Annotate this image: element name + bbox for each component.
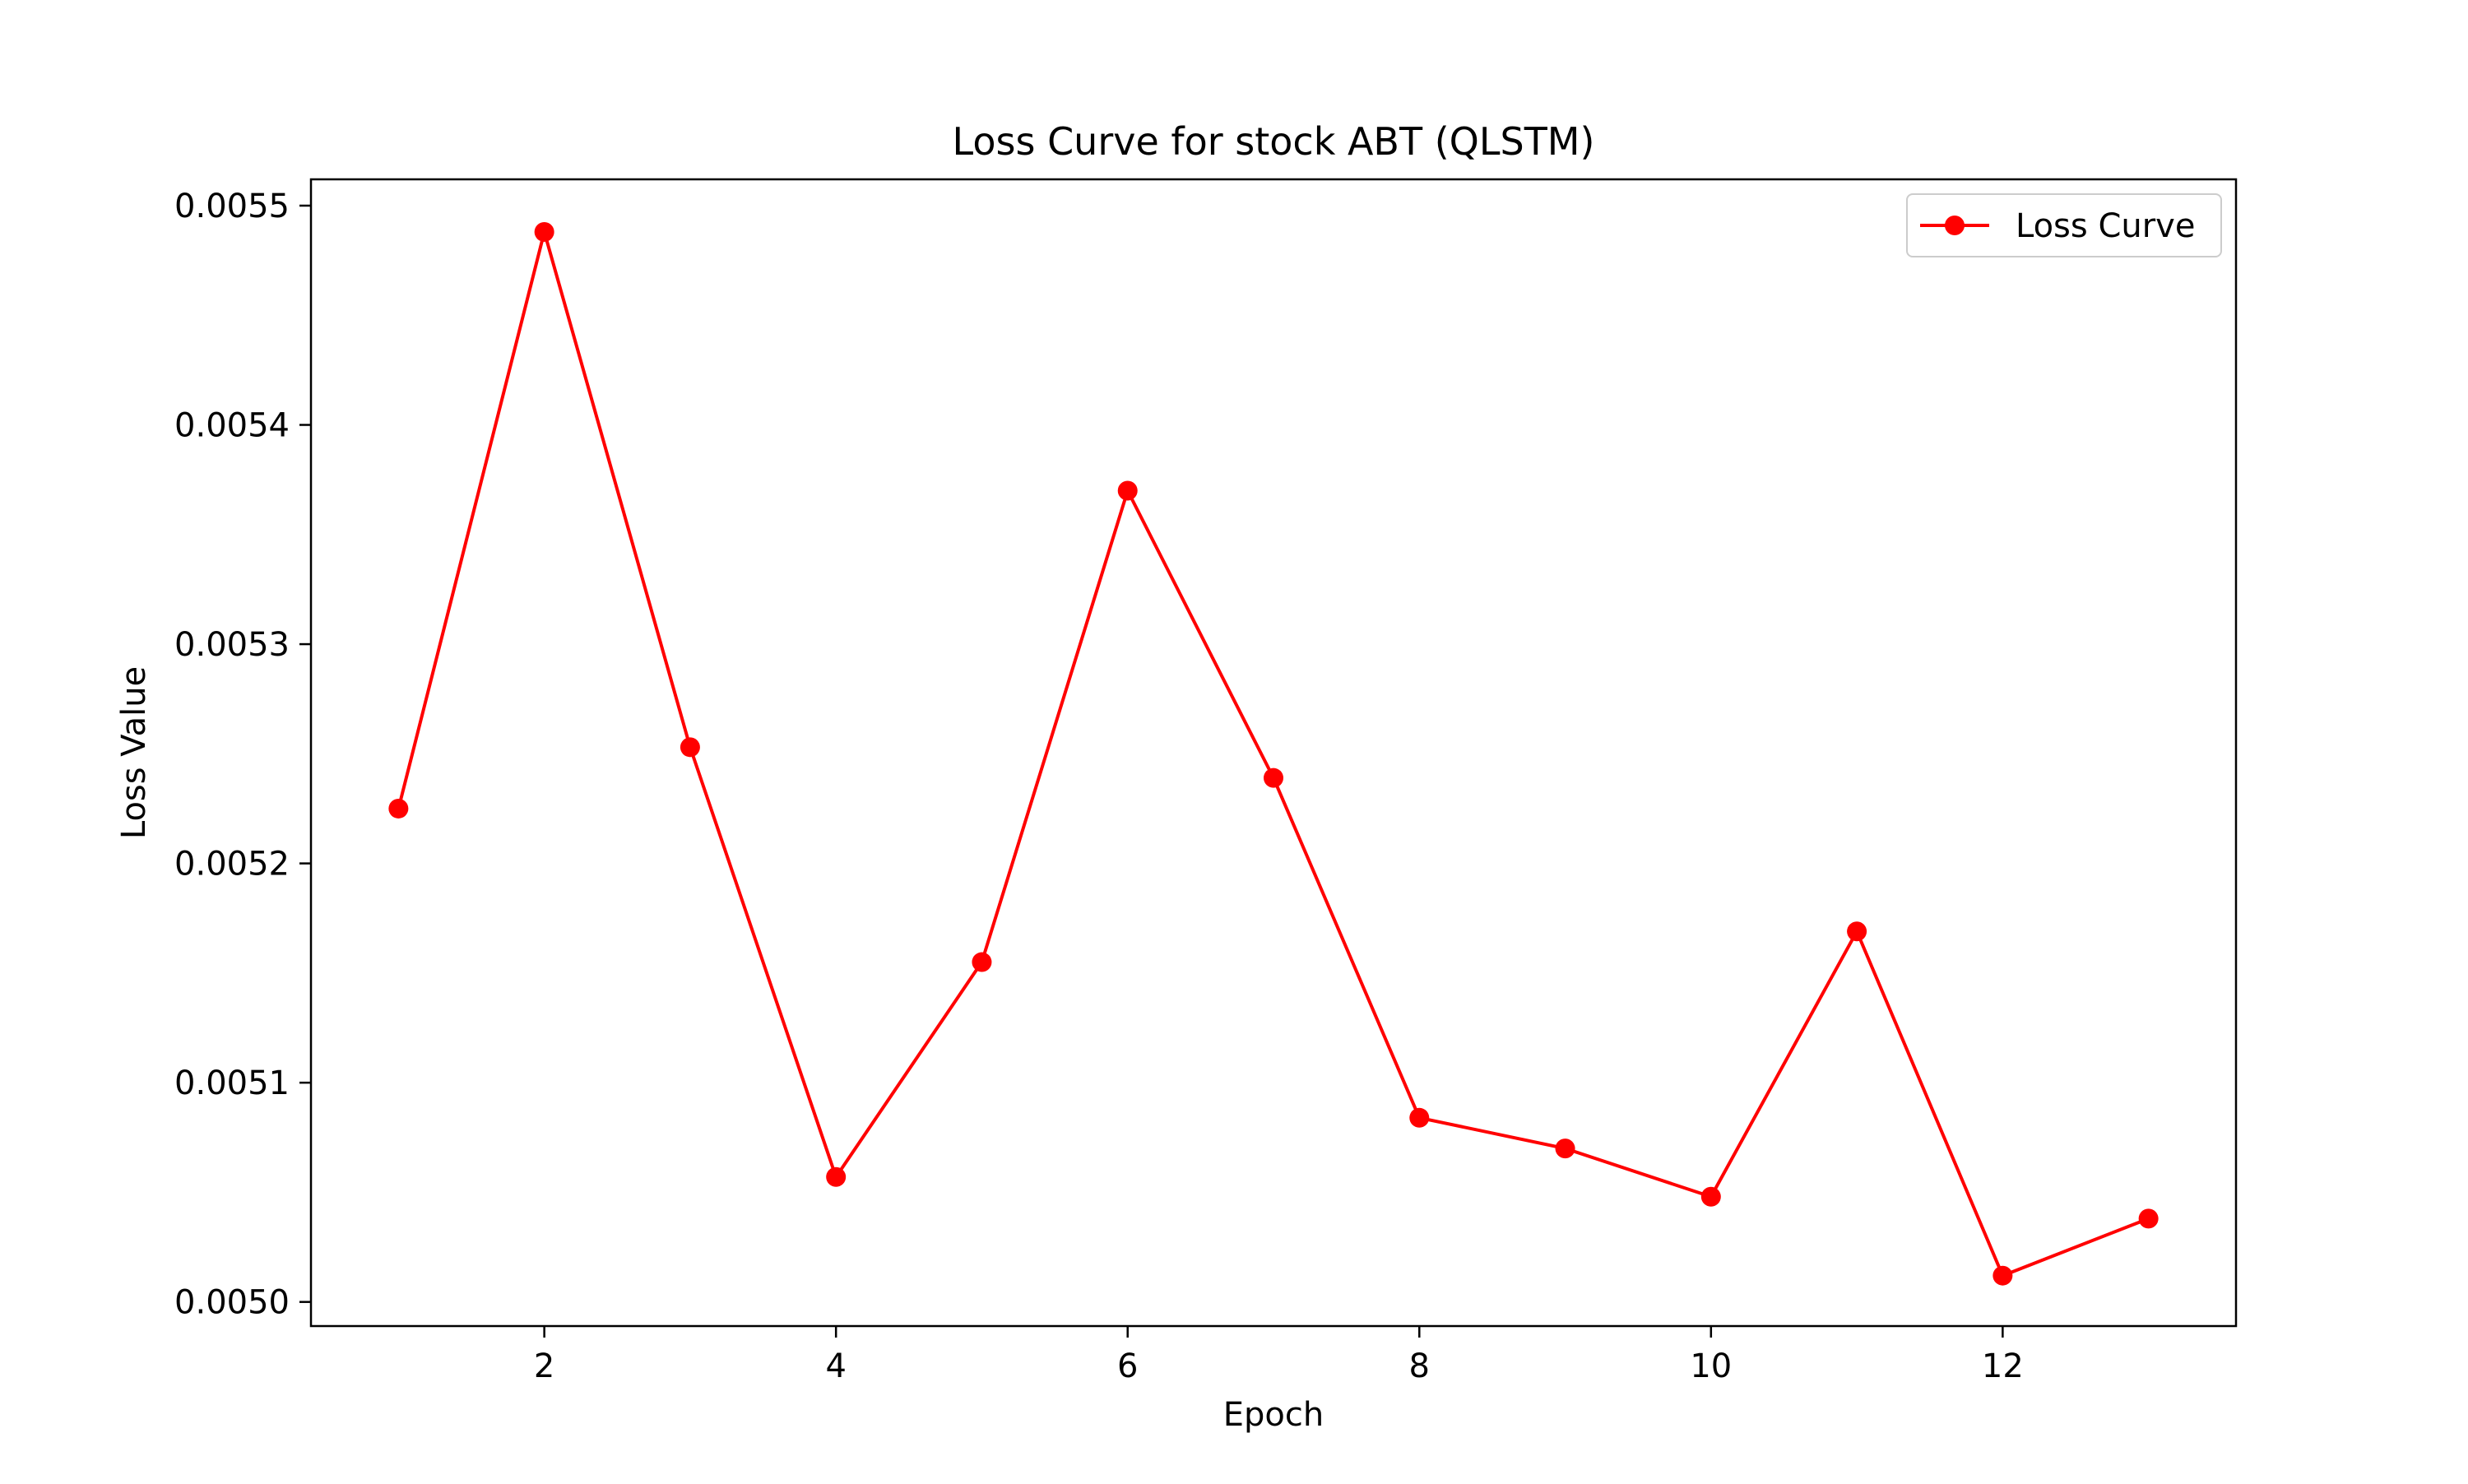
- y-tick-label: 0.0050: [174, 1284, 290, 1322]
- data-point: [534, 221, 554, 242]
- x-tick-label: 10: [1690, 1347, 1732, 1385]
- y-axis-label: Loss Value: [115, 666, 153, 839]
- series-layer: [388, 221, 2159, 1286]
- legend-box: [1906, 193, 2222, 257]
- x-tick-label: 12: [1982, 1347, 2024, 1385]
- data-point: [680, 737, 700, 758]
- data-point: [1700, 1186, 1721, 1207]
- data-point: [972, 952, 992, 972]
- x-tick-label: 2: [534, 1347, 554, 1385]
- y-axis: 0.0050 0.0051 0.0052 0.0053 0.0054 0.0055: [174, 188, 311, 1322]
- y-tick-label: 0.0053: [174, 626, 290, 664]
- legend-label: Loss Curve: [2016, 207, 2195, 245]
- data-point: [1555, 1139, 1575, 1159]
- data-point: [1409, 1107, 1430, 1128]
- x-tick-label: 6: [1117, 1347, 1138, 1385]
- plot-area-frame: [309, 178, 2238, 1328]
- chart-title: Loss Curve for stock ABT (QLSTM): [953, 119, 1595, 164]
- data-point: [826, 1166, 847, 1187]
- y-tick-label: 0.0055: [174, 188, 290, 225]
- data-point: [1117, 480, 1138, 501]
- data-point: [2138, 1208, 2159, 1229]
- x-tick-label: 4: [825, 1347, 846, 1385]
- x-axis-label: Epoch: [1223, 1396, 1324, 1434]
- data-point: [388, 798, 409, 819]
- y-tick-label: 0.0051: [174, 1064, 290, 1102]
- y-tick-label: 0.0054: [174, 407, 290, 445]
- data-point: [1264, 768, 1283, 788]
- x-axis: 2 4 6 8 10 12: [534, 1326, 2024, 1385]
- y-tick-label: 0.0052: [174, 846, 290, 883]
- data-point: [1992, 1265, 2013, 1286]
- data-point: [1847, 921, 1867, 942]
- x-tick-label: 8: [1409, 1347, 1430, 1385]
- legend-marker-sample: [1945, 216, 1965, 235]
- legend: Loss Curve: [1906, 193, 2222, 257]
